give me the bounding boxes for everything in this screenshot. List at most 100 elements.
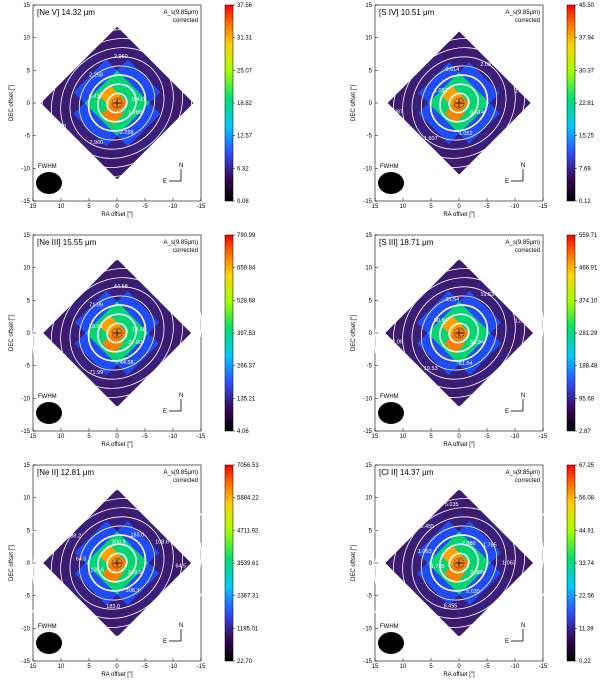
contour-line (439, 313, 479, 353)
compass-n: N (179, 393, 183, 399)
panel-5: 519.5308.3183.0875.4108.664.538.2519.530… (9, 463, 259, 678)
colorbar-tick-label: 2367.31 (237, 594, 259, 600)
x-tick-label: 0 (457, 664, 461, 670)
contour-label: 519.5 (128, 570, 142, 576)
contour-line (87, 304, 147, 362)
contour-line (420, 65, 498, 141)
y-tick-label: 0 (369, 561, 373, 567)
note-line1: A_s(9.85μm) (506, 240, 540, 246)
contour-line (69, 516, 165, 610)
y-tick-label: 0 (27, 101, 31, 107)
contour-label: 1.288 (128, 110, 142, 116)
contour-line (429, 304, 489, 362)
y-tick-label: -10 (21, 626, 30, 632)
contour-label: 308.3 (126, 588, 140, 594)
contour-label: 5.035 (445, 502, 459, 508)
colorbar-tick-label: 281.29 (579, 331, 598, 337)
y-tick-label: 5 (369, 68, 373, 74)
compass-n: N (179, 163, 183, 169)
x-tick-label: 10 (400, 204, 407, 210)
contour-line (439, 83, 479, 123)
x-tick-label: 0 (115, 434, 119, 440)
x-tick-label: -15 (539, 434, 548, 440)
y-tick-label: 15 (23, 463, 30, 469)
contour-label: 12.09 (515, 318, 529, 324)
contour-label: 108.6 (90, 568, 104, 574)
contour-line (411, 516, 507, 610)
compass-n: N (521, 393, 525, 399)
contour-label: 38.2 (70, 534, 81, 540)
colorbar-tick-label: 5884.22 (237, 496, 259, 502)
contour-label: 71.99 (89, 303, 103, 309)
y-tick-label: -15 (363, 659, 372, 665)
note-line2: corrected (173, 18, 198, 24)
contour-line (365, 470, 553, 656)
note-line2: corrected (515, 248, 540, 254)
y-tick-label: 0 (27, 561, 31, 567)
x-tick-label: -10 (169, 204, 178, 210)
x-tick-label: -10 (169, 664, 178, 670)
x-axis-label: RA offset [″] (101, 672, 133, 678)
beam-ellipse (378, 402, 404, 424)
contour-label: 1.785 (431, 564, 445, 570)
contour-label: 5.035 (466, 589, 480, 595)
panel-title: [S IV] 10.51 μm (379, 8, 435, 17)
colorbar-tick-label: 15.25 (579, 134, 595, 140)
colorbar (566, 4, 576, 202)
contour-line (78, 65, 156, 141)
x-tick-label: 5 (429, 204, 433, 210)
x-tick-label: 15 (30, 434, 37, 440)
x-tick-label: 0 (457, 434, 461, 440)
contour-label: 2.988 (470, 570, 484, 576)
y-tick-label: 10 (23, 36, 30, 42)
colorbar-tick-label: 266.37 (237, 364, 256, 370)
x-tick-label: 10 (58, 664, 65, 670)
y-tick-label: -15 (21, 659, 30, 665)
note-line2: corrected (515, 18, 540, 24)
contour-label: 0.417 (89, 94, 103, 100)
x-axis-label: RA offset [″] (101, 442, 133, 448)
colorbar-tick-label: 22.81 (579, 101, 595, 107)
contour-label: 17.09 (52, 354, 66, 360)
contour-line (23, 470, 211, 656)
contour-label: 14.160 (407, 601, 424, 607)
map-cell (169, 322, 192, 344)
colorbar-tick-label: 12.57 (237, 134, 253, 140)
y-tick-label: 15 (365, 233, 372, 239)
colorbar-tick-label: 18.82 (237, 101, 253, 107)
y-tick-label: -10 (363, 396, 372, 402)
contour-line (448, 552, 470, 574)
y-tick-label: 15 (365, 463, 372, 469)
beam-label: FWHM (380, 164, 399, 170)
x-tick-label: -15 (197, 204, 206, 210)
contour-line (78, 295, 156, 371)
colorbar-tick-label: 374.10 (579, 298, 598, 304)
contour-label: 19.53 (480, 292, 494, 298)
panel-3: 27.60 44.58 71.99 17.09 10.58 71.99 44.58 17.09… (9, 233, 256, 448)
contour-label: 44.58 (120, 360, 134, 366)
contour-label: 0.417 (132, 97, 146, 103)
x-axis-label: RA offset [″] (443, 442, 475, 448)
contour-label: 183.0 (106, 604, 120, 610)
contour-label: 183.0 (130, 532, 144, 538)
colorbar-tick-label: 11.39 (579, 626, 594, 632)
x-tick-label: -10 (511, 664, 520, 670)
beam-label: FWHM (38, 164, 57, 170)
y-tick-label: -5 (367, 594, 373, 600)
colorbar-tick-label: 45.50 (579, 3, 595, 9)
contour-label: 1.052 (434, 88, 448, 94)
contour-line (439, 543, 479, 583)
contour-label: 10.58 (132, 327, 146, 333)
contour-line (402, 47, 516, 159)
y-axis-label: DEC offset [″] (351, 315, 357, 351)
contour-label: 17.09 (155, 288, 169, 294)
y-tick-label: 10 (23, 266, 30, 272)
x-axis-label: RA offset [″] (443, 212, 475, 218)
contour-label: 27.60 (128, 340, 142, 346)
colorbar-tick-label: 559.71 (579, 233, 598, 239)
contour-label: 64.5 (175, 563, 186, 569)
y-tick-label: -10 (363, 166, 372, 172)
x-tick-label: 5 (429, 664, 433, 670)
x-tick-label: -10 (511, 204, 520, 210)
colorbar (566, 464, 576, 662)
